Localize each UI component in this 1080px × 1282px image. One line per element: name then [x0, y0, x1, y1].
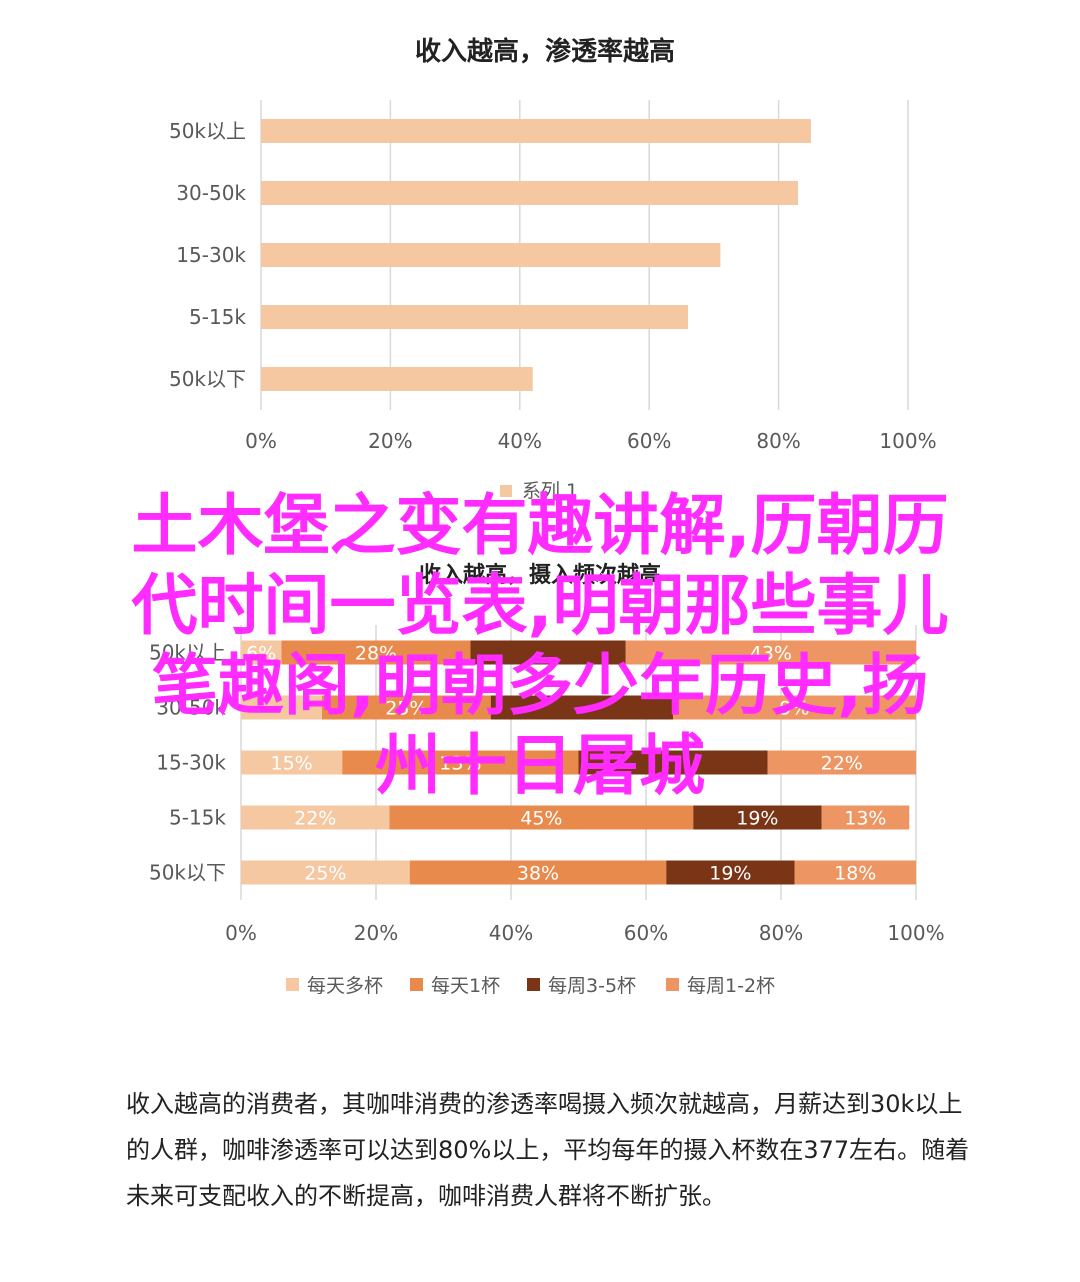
chart2-x-tick: 40%	[489, 921, 533, 945]
chart2-bar-segment	[490, 695, 673, 720]
chart2-category-labels: 50k以上 30-50k 15-30k 5-15k 50k以下	[149, 641, 226, 885]
chart2-data-label: 6%	[246, 643, 276, 665]
chart1-bar	[261, 181, 799, 205]
chart2-data-label: 38%	[517, 863, 559, 885]
chart2-legend-swatch	[666, 978, 679, 991]
chart2-category-label: 30-50k	[156, 696, 226, 720]
chart2-bar-segment	[342, 750, 579, 775]
chart1-category-label: 50k以上	[169, 119, 246, 143]
chart2-legend-swatch	[527, 978, 540, 991]
chart2-x-tick: 100%	[887, 921, 944, 945]
chart1-legend-swatch	[500, 485, 512, 497]
chart1-bar	[261, 367, 533, 391]
penetration-chart: 收入越高，渗透率越高 50k以上 30-50k 15-30k 5-15k 50k以下 0…	[169, 36, 937, 500]
chart2-bar-segment	[821, 805, 910, 830]
chart1-category-label: 50k以下	[169, 367, 246, 391]
chart2-category-label: 50k以上	[149, 641, 226, 665]
chart2-x-tick: 0%	[225, 921, 257, 945]
chart2-data-label: 15%	[271, 753, 313, 775]
frequency-chart: 收入越高，摄入频次越高 6% 28% 43% 25% 9% 15% 13% 22% 22% 45%…	[149, 562, 945, 997]
chart2-bar-segment	[241, 805, 390, 830]
chart1-bar	[261, 119, 811, 143]
chart2-bar-segment	[666, 860, 795, 885]
chart1-bars	[261, 119, 811, 391]
chart2-bar-segment	[241, 695, 322, 720]
chart1-x-tick: 100%	[879, 429, 936, 453]
chart2-bar-segment	[767, 750, 916, 775]
chart1-bar	[261, 243, 721, 267]
chart1-title: 收入越高，渗透率越高	[415, 36, 675, 67]
chart2-bar-segment	[241, 860, 410, 885]
chart2-data-label: 9%	[779, 698, 809, 720]
chart2-category-label: 50k以下	[149, 861, 226, 885]
chart2-data-label: 13%	[844, 808, 886, 830]
chart1-x-tick: 80%	[756, 429, 800, 453]
chart1-category-labels: 50k以上 30-50k 15-30k 5-15k 50k以下	[169, 119, 246, 391]
chart2-bars: 6% 28% 43% 25% 9% 15% 13% 22% 22% 45% 19% 13% 25% 38%…	[241, 640, 916, 885]
chart2-bar-segment	[241, 750, 343, 775]
chart1-x-tick: 60%	[627, 429, 671, 453]
chart2-data-label: 28%	[355, 643, 397, 665]
chart2-legend: 每天多杯 每天1杯 每周3-5杯 每周1-2杯	[286, 975, 775, 997]
chart2-bar-segment	[470, 640, 626, 665]
chart2-data-label: 22%	[821, 753, 863, 775]
chart2-bar-segment	[794, 860, 916, 885]
chart2-legend-label: 每天1杯	[431, 975, 500, 997]
chart2-title: 收入越高，摄入频次越高	[419, 562, 661, 588]
chart2-bar-segment	[389, 805, 694, 830]
chart2-legend-label: 每周1-2杯	[687, 975, 775, 997]
chart2-x-tick: 60%	[624, 921, 668, 945]
chart1-x-tick-labels: 0% 20% 40% 60% 80% 100%	[245, 429, 936, 453]
chart2-legend-swatch	[410, 978, 423, 991]
chart1-x-tick: 40%	[498, 429, 542, 453]
chart2-bar-segment	[409, 860, 667, 885]
chart1-x-tick: 0%	[245, 429, 277, 453]
chart2-data-label: 25%	[385, 698, 427, 720]
chart2-data-label: 13%	[439, 753, 481, 775]
chart2-category-label: 15-30k	[156, 751, 226, 775]
chart2-bar-segment	[281, 640, 471, 665]
chart2-data-label: 43%	[750, 643, 792, 665]
chart1-category-label: 15-30k	[176, 243, 246, 267]
chart1-bar	[261, 305, 689, 329]
chart2-legend-swatch	[286, 978, 299, 991]
chart2-data-label: 22%	[294, 808, 336, 830]
chart2-data-label: 19%	[709, 863, 751, 885]
chart2-category-label: 5-15k	[169, 806, 226, 830]
chart2-bar-segment	[625, 640, 916, 665]
description-paragraph: 收入越高的消费者，其咖啡消费的渗透率喝摄入频次就越高，月薪达到30k以上的人群，…	[126, 1090, 970, 1210]
chart1-x-tick: 20%	[368, 429, 412, 453]
chart1-legend: 系列 1	[500, 480, 578, 500]
chart2-legend-label: 每周3-5杯	[548, 975, 636, 997]
chart2-data-label: 25%	[304, 863, 346, 885]
chart1-legend-label: 系列 1	[522, 480, 578, 500]
chart2-x-tick: 80%	[759, 921, 803, 945]
chart2-data-label: 18%	[834, 863, 876, 885]
chart2-bar-segment	[322, 695, 491, 720]
chart1-category-label: 30-50k	[176, 181, 246, 205]
chart2-data-label: 19%	[736, 808, 778, 830]
chart1-category-label: 5-15k	[189, 305, 246, 329]
chart2-x-tick-labels: 0% 20% 40% 60% 80% 100%	[225, 921, 944, 945]
chart2-data-label: 45%	[520, 808, 562, 830]
chart2-bar-segment	[693, 805, 822, 830]
chart2-bar-segment	[241, 640, 282, 665]
chart2-bar-segment	[578, 750, 768, 775]
chart2-bar-segment	[673, 695, 916, 720]
chart2-x-tick: 20%	[354, 921, 398, 945]
chart2-legend-label: 每天多杯	[307, 975, 383, 997]
